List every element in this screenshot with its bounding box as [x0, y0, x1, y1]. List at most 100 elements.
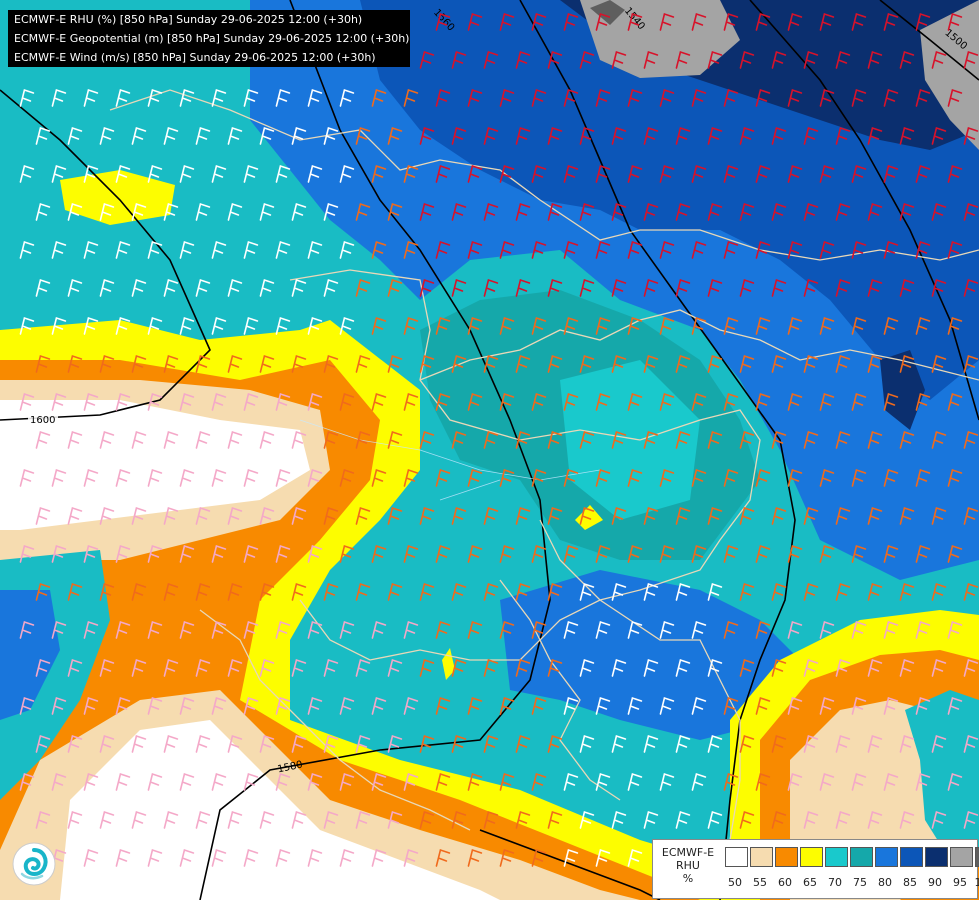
wind-barb	[627, 696, 643, 715]
wind-barb	[851, 88, 867, 107]
legend-swatch	[800, 847, 823, 867]
wind-barb	[147, 468, 163, 487]
wind-barb	[595, 848, 611, 867]
wind-barb	[883, 696, 899, 715]
wind-barb	[931, 734, 947, 753]
wind-barb	[371, 848, 387, 867]
wind-barb	[659, 620, 675, 639]
wind-barb	[931, 50, 947, 69]
wind-barb	[451, 430, 467, 449]
wind-barb	[451, 734, 467, 753]
wind-barb	[403, 392, 419, 411]
wind-barb	[211, 164, 227, 183]
wind-barb	[307, 772, 323, 791]
wind-barb	[51, 696, 67, 715]
wind-barb	[435, 88, 451, 107]
wind-barb	[51, 392, 67, 411]
wind-barb	[675, 354, 691, 373]
wind-barb	[931, 202, 947, 221]
country-border-b	[289, 269, 761, 661]
wind-barb	[803, 126, 819, 145]
wind-barb	[195, 430, 211, 449]
wind-barb	[51, 620, 67, 639]
wind-barb	[211, 240, 227, 259]
wind-barb	[163, 658, 179, 677]
wind-barb	[899, 810, 915, 829]
wind-barb	[723, 392, 739, 411]
legend-tick: 85	[903, 876, 917, 889]
wind-barb	[675, 126, 691, 145]
wind-barb	[899, 126, 915, 145]
wind-barb	[867, 50, 883, 69]
wind-barb	[35, 810, 51, 829]
wind-barb	[771, 582, 787, 601]
wind-barb	[307, 316, 323, 335]
wind-barb	[707, 202, 723, 221]
wind-barb	[435, 468, 451, 487]
wind-barb	[243, 620, 259, 639]
wind-barb	[627, 316, 643, 335]
wind-barb	[867, 734, 883, 753]
wind-barb	[883, 620, 899, 639]
wind-barb	[467, 12, 483, 31]
wind-barb	[307, 620, 323, 639]
wind-barb	[499, 696, 515, 715]
wind-barb	[499, 316, 515, 335]
wind-barb	[291, 126, 307, 145]
wind-barb	[371, 468, 387, 487]
wind-barb	[883, 240, 899, 259]
country-border-e	[499, 579, 621, 801]
wind-barb	[499, 772, 515, 791]
wind-barb	[67, 202, 83, 221]
wind-barb	[835, 430, 851, 449]
wind-barb	[35, 582, 51, 601]
wind-barb	[371, 164, 387, 183]
wind-barb	[771, 810, 787, 829]
wind-barb	[787, 620, 803, 639]
wind-barb	[387, 278, 403, 297]
wind-barb	[323, 278, 339, 297]
wind-barb	[739, 810, 755, 829]
wind-barb	[467, 392, 483, 411]
wind-barb	[403, 240, 419, 259]
wind-barb	[707, 582, 723, 601]
wind-barb	[435, 544, 451, 563]
wind-barb	[99, 658, 115, 677]
wind-barb	[243, 392, 259, 411]
river-a	[299, 419, 601, 481]
contour-1580	[479, 829, 661, 900]
wind-barb	[355, 278, 371, 297]
wind-barb	[179, 88, 195, 107]
wind-barb	[787, 88, 803, 107]
wind-barb	[451, 50, 467, 69]
wind-barb	[643, 430, 659, 449]
wind-barb	[35, 734, 51, 753]
wind-barb	[67, 582, 83, 601]
wind-barb	[691, 468, 707, 487]
wind-barb	[579, 810, 595, 829]
wind-barb	[947, 772, 963, 791]
wind-barb	[547, 354, 563, 373]
wind-barb	[483, 506, 499, 525]
wind-barb	[499, 392, 515, 411]
wind-barb	[339, 772, 355, 791]
wind-barb	[563, 316, 579, 335]
wind-barb	[771, 50, 787, 69]
wind-barb	[403, 164, 419, 183]
title-wind: ECMWF-E Wind (m/s) [850 hPa] Sunday 29-0…	[14, 51, 376, 64]
wind-barb	[195, 810, 211, 829]
wind-barb	[627, 12, 643, 31]
wind-barb	[627, 544, 643, 563]
wind-barb	[819, 772, 835, 791]
wind-barb	[835, 278, 851, 297]
wind-barb	[291, 430, 307, 449]
wind-barb	[419, 202, 435, 221]
wind-barb	[19, 620, 35, 639]
legend-title-line-1: ECMWF-E	[661, 846, 715, 859]
wind-barb	[739, 278, 755, 297]
wind-barb	[515, 354, 531, 373]
wind-barb	[499, 848, 515, 867]
wind-barb	[611, 734, 627, 753]
wind-barb	[131, 126, 147, 145]
wind-barb	[419, 126, 435, 145]
